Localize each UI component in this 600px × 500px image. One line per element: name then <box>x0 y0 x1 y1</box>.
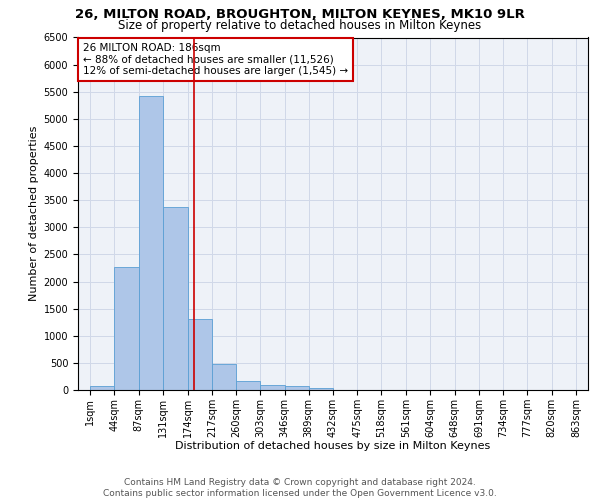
Bar <box>90 386 115 390</box>
Bar <box>115 266 139 390</box>
Text: Size of property relative to detached houses in Milton Keynes: Size of property relative to detached ho… <box>118 19 482 32</box>
Bar <box>139 96 163 390</box>
Text: Contains HM Land Registry data © Crown copyright and database right 2024.
Contai: Contains HM Land Registry data © Crown c… <box>103 478 497 498</box>
Bar <box>309 388 333 390</box>
Y-axis label: Number of detached properties: Number of detached properties <box>29 126 40 302</box>
Text: 26 MILTON ROAD: 186sqm
← 88% of detached houses are smaller (11,526)
12% of semi: 26 MILTON ROAD: 186sqm ← 88% of detached… <box>83 43 348 76</box>
Bar <box>236 382 260 390</box>
Bar <box>188 319 212 390</box>
Bar <box>260 384 284 390</box>
Text: 26, MILTON ROAD, BROUGHTON, MILTON KEYNES, MK10 9LR: 26, MILTON ROAD, BROUGHTON, MILTON KEYNE… <box>75 8 525 20</box>
Bar <box>163 207 188 390</box>
Bar <box>284 386 309 390</box>
X-axis label: Distribution of detached houses by size in Milton Keynes: Distribution of detached houses by size … <box>175 442 491 452</box>
Bar <box>212 364 236 390</box>
